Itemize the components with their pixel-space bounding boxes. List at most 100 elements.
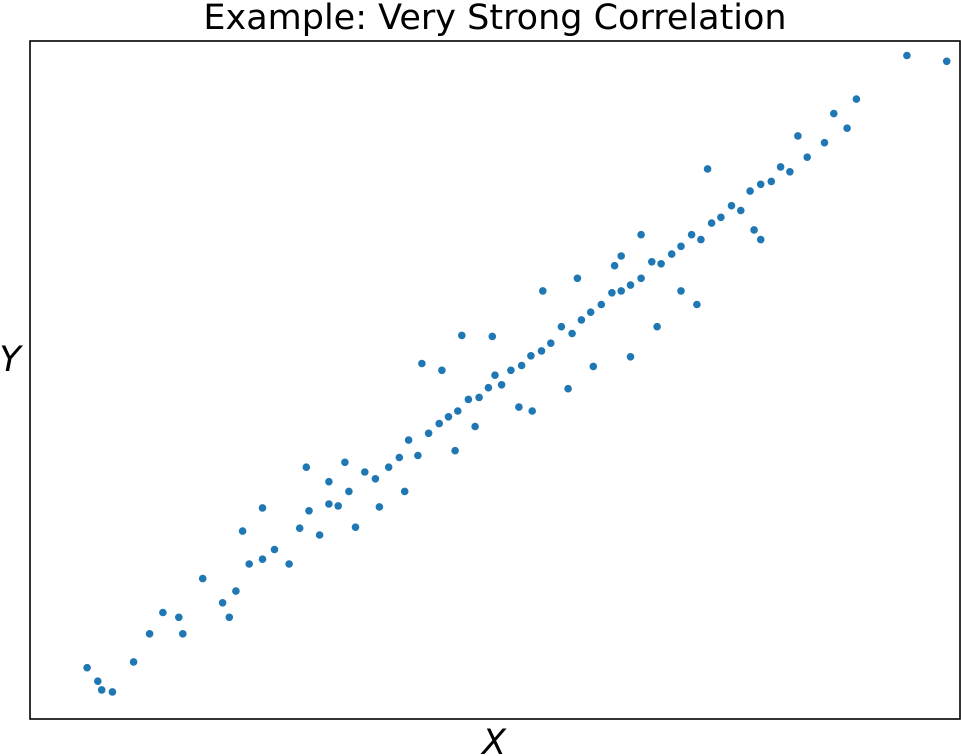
data-point bbox=[400, 487, 409, 496]
data-point bbox=[707, 219, 716, 227]
data-point bbox=[589, 362, 598, 371]
data-point bbox=[527, 352, 535, 360]
data-point bbox=[617, 252, 625, 260]
data-point bbox=[717, 213, 725, 222]
data-point bbox=[693, 300, 701, 309]
data-point bbox=[418, 359, 426, 368]
data-point bbox=[451, 446, 459, 455]
data-point bbox=[97, 686, 106, 694]
data-point bbox=[794, 132, 802, 140]
data-point bbox=[302, 463, 311, 472]
data-point bbox=[325, 477, 333, 486]
data-point bbox=[238, 527, 247, 535]
data-point bbox=[438, 366, 446, 375]
data-point bbox=[507, 366, 515, 375]
data-point bbox=[295, 524, 304, 532]
data-point bbox=[471, 422, 479, 431]
data-point bbox=[83, 663, 91, 672]
data-point bbox=[375, 503, 384, 511]
data-point bbox=[667, 250, 676, 258]
data-point bbox=[637, 230, 645, 239]
data-point bbox=[94, 677, 102, 685]
data-point bbox=[756, 235, 765, 244]
data-point bbox=[424, 429, 433, 438]
data-point bbox=[175, 613, 183, 622]
data-point bbox=[750, 226, 758, 234]
data-point bbox=[108, 688, 117, 696]
data-point bbox=[653, 322, 661, 331]
data-point bbox=[557, 322, 566, 331]
data-point bbox=[547, 339, 555, 348]
data-point bbox=[325, 500, 333, 508]
data-point bbox=[786, 168, 794, 176]
data-point bbox=[564, 384, 572, 393]
data-point bbox=[395, 453, 404, 462]
data-point bbox=[371, 475, 380, 483]
data-point bbox=[345, 487, 353, 496]
data-point bbox=[586, 308, 595, 317]
data-point bbox=[746, 187, 754, 195]
data-point bbox=[727, 201, 736, 210]
data-point bbox=[677, 287, 685, 295]
data-point bbox=[225, 613, 234, 622]
data-point bbox=[258, 504, 267, 512]
data-point bbox=[830, 109, 838, 118]
data-point bbox=[488, 332, 497, 341]
data-point bbox=[179, 630, 187, 638]
data-point bbox=[515, 403, 523, 411]
data-point bbox=[334, 502, 343, 510]
data-point bbox=[637, 274, 645, 283]
data-point bbox=[341, 458, 349, 467]
data-point bbox=[218, 599, 227, 607]
data-point bbox=[677, 242, 685, 251]
data-point bbox=[484, 383, 493, 392]
chart-title: Example: Very Strong Correlation bbox=[203, 0, 786, 38]
data-point bbox=[497, 381, 506, 389]
plot-area-frame bbox=[29, 40, 961, 720]
data-point bbox=[942, 57, 951, 66]
data-point bbox=[626, 353, 635, 361]
data-point bbox=[475, 393, 483, 402]
data-point bbox=[245, 560, 253, 568]
data-point bbox=[539, 287, 547, 295]
data-point bbox=[404, 436, 413, 444]
data-point bbox=[697, 235, 705, 244]
data-point bbox=[568, 329, 576, 338]
data-point bbox=[903, 51, 911, 60]
data-point bbox=[305, 507, 313, 515]
data-point bbox=[414, 451, 422, 460]
data-point bbox=[464, 395, 473, 404]
data-point bbox=[129, 658, 138, 666]
x-axis-label: X bbox=[480, 723, 507, 756]
data-point bbox=[577, 316, 586, 324]
data-point bbox=[852, 95, 861, 103]
data-points bbox=[83, 51, 951, 696]
data-point bbox=[843, 124, 851, 132]
data-point bbox=[491, 371, 499, 380]
data-point bbox=[435, 419, 444, 428]
data-point bbox=[776, 163, 785, 171]
data-point bbox=[528, 407, 536, 415]
data-point bbox=[703, 165, 712, 173]
data-point bbox=[145, 630, 154, 638]
data-point bbox=[198, 574, 207, 583]
data-point bbox=[617, 287, 625, 295]
data-point bbox=[361, 468, 369, 476]
data-point bbox=[610, 261, 619, 270]
data-point bbox=[258, 555, 267, 563]
data-point bbox=[657, 260, 665, 268]
data-point bbox=[648, 258, 656, 266]
data-point bbox=[270, 545, 279, 554]
data-point bbox=[454, 407, 462, 415]
data-point bbox=[232, 587, 240, 595]
data-point bbox=[737, 206, 745, 215]
data-point bbox=[444, 413, 453, 421]
data-point bbox=[608, 289, 616, 297]
data-point bbox=[820, 138, 829, 147]
data-point bbox=[285, 560, 293, 568]
data-point bbox=[687, 230, 696, 239]
data-point bbox=[384, 463, 393, 472]
data-point bbox=[537, 347, 546, 355]
data-point bbox=[626, 281, 635, 289]
data-point bbox=[573, 274, 582, 283]
